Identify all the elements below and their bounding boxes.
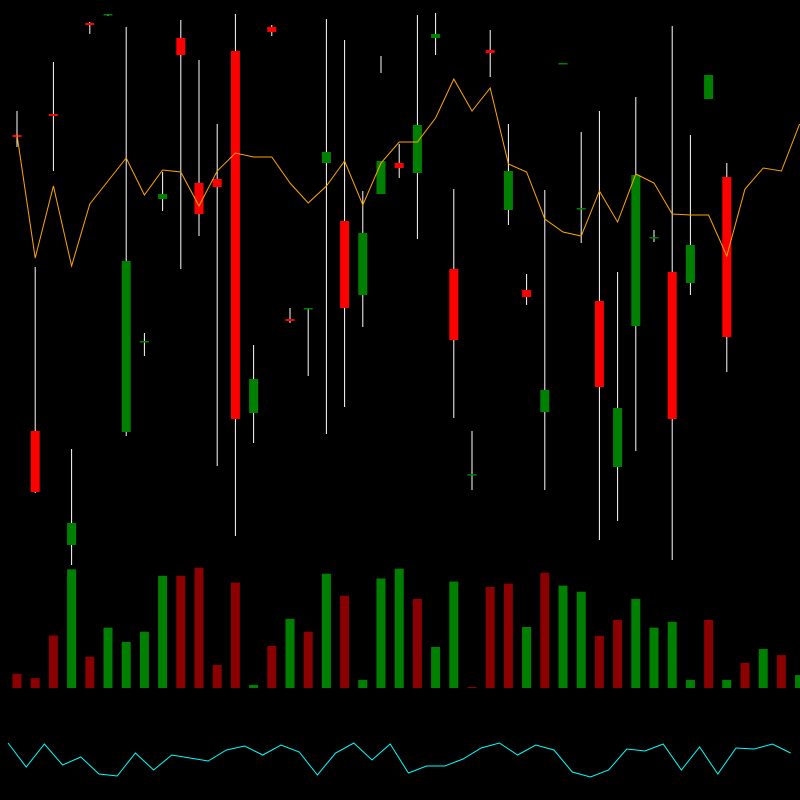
candle-body xyxy=(321,152,331,163)
volume-bar xyxy=(522,626,532,688)
volume-bar xyxy=(67,569,77,688)
volume-bar xyxy=(267,645,277,688)
volume-bar xyxy=(576,591,586,688)
candle-body xyxy=(667,272,677,419)
volume-bar xyxy=(139,631,149,688)
volume-bar xyxy=(194,567,204,688)
volume-bar xyxy=(740,662,750,688)
moving-average-line xyxy=(16,77,800,268)
candle-body xyxy=(485,50,495,53)
candle-body xyxy=(467,474,477,476)
candle-body xyxy=(503,171,513,210)
candle-body xyxy=(121,261,131,432)
volume-bar xyxy=(158,575,168,688)
candle-body xyxy=(85,23,95,25)
candle-body xyxy=(285,319,295,321)
candle-body xyxy=(704,75,714,99)
volume-bar xyxy=(540,572,550,688)
candle-body xyxy=(358,233,368,295)
candle-body xyxy=(194,183,204,214)
volume-bar xyxy=(613,619,623,688)
candle-body xyxy=(30,431,40,492)
candle-body xyxy=(540,390,550,412)
volume-bar xyxy=(121,641,131,688)
volume-bar xyxy=(321,573,331,688)
candle-body xyxy=(522,290,532,297)
candle-body xyxy=(576,208,586,210)
candle-body xyxy=(303,308,313,310)
volume-layer xyxy=(12,567,800,688)
candle-body xyxy=(376,161,386,194)
candle-body xyxy=(558,63,568,65)
volume-bar xyxy=(485,586,495,688)
volume-bar xyxy=(85,656,95,688)
volume-bar xyxy=(722,679,732,688)
candle-body xyxy=(594,301,604,387)
volume-bar xyxy=(394,568,404,688)
volume-bar xyxy=(103,627,113,688)
volume-bar xyxy=(704,619,714,688)
candle-body xyxy=(176,38,186,55)
candle-body xyxy=(412,125,422,173)
candle-body xyxy=(431,34,441,38)
volume-bar xyxy=(358,679,368,688)
moving-average-layer xyxy=(16,77,800,268)
volume-bar xyxy=(176,575,186,688)
volume-bar xyxy=(776,655,786,688)
volume-bar xyxy=(48,635,58,688)
candle-body xyxy=(267,27,277,32)
volume-bar xyxy=(285,618,295,688)
volume-bar xyxy=(667,621,677,688)
indicator-layer xyxy=(7,742,791,778)
candle-body xyxy=(48,114,58,116)
volume-bar xyxy=(449,581,459,688)
volume-bar xyxy=(467,686,477,688)
volume-bar xyxy=(30,678,40,688)
candle-body xyxy=(613,408,623,467)
candle-body xyxy=(685,245,695,283)
candle-body xyxy=(139,341,149,343)
volume-bar xyxy=(631,598,641,688)
volume-bar xyxy=(431,646,441,688)
volume-bar xyxy=(412,598,422,688)
volume-bar xyxy=(340,595,350,688)
candle-body xyxy=(212,179,222,187)
volume-bar xyxy=(376,578,386,688)
volume-bar xyxy=(758,649,768,688)
volume-bar xyxy=(649,627,659,688)
volume-bar xyxy=(558,585,568,688)
candle-body xyxy=(340,221,350,308)
volume-bar xyxy=(212,664,222,688)
volume-bar xyxy=(795,675,800,688)
volume-bar xyxy=(503,583,513,688)
volume-bar xyxy=(303,631,313,688)
indicator-line xyxy=(7,742,791,778)
candle-body xyxy=(158,194,168,199)
candle-body xyxy=(249,379,259,413)
candle-body xyxy=(449,269,459,340)
candle-body xyxy=(67,523,77,545)
volume-bar xyxy=(230,582,240,688)
candle-body xyxy=(230,51,240,419)
candle-body xyxy=(394,163,404,168)
candle-body xyxy=(631,175,641,326)
candle-body xyxy=(103,14,113,16)
volume-bar xyxy=(249,684,259,688)
volume-bar xyxy=(685,679,695,688)
volume-bar xyxy=(594,635,604,688)
candle-body xyxy=(649,237,659,239)
volume-bar xyxy=(12,673,22,688)
